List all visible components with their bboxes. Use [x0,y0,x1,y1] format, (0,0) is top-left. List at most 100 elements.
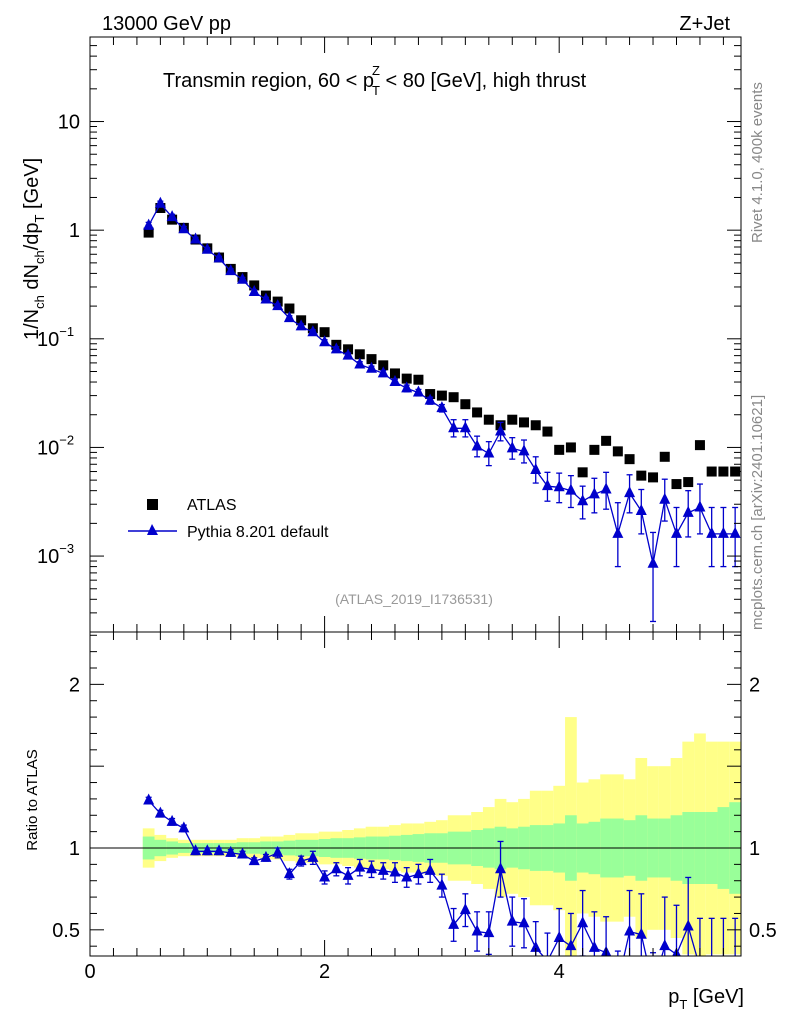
legend-label-pythia: Pythia 8.201 default [187,524,329,541]
ratio-x-axis-ticks [89,632,724,956]
ratio-data-point [401,870,413,882]
pythia-data-point [600,482,612,494]
atlas-data-point [155,202,166,213]
atlas-data-point [366,354,377,365]
pythia-data-point [541,479,553,491]
atlas-data-point [530,420,541,431]
ratio-data-point [307,850,319,862]
title-superscript: Z [372,63,380,78]
ratio-data-point [260,850,272,862]
pythia-data-point [213,251,225,263]
atlas-data-point [436,390,447,401]
pythia-data-point [436,401,448,413]
atlas-data-point [472,407,483,418]
main-y-tick-label: 10−2 [37,432,74,459]
pythia-data-point [389,375,401,387]
ratio-data-point [530,940,542,952]
pythia-data-point [682,505,694,517]
main-y-tick-label: 10−1 [37,324,74,351]
atlas-data-point [542,426,553,437]
ratio-y-tick-label-right: 2 [749,674,760,696]
title-subscript: T [372,83,380,98]
pythia-data-point [295,319,307,331]
main-y-tick-label: 10−3 [37,541,74,568]
pythia-data-point [448,421,460,433]
legend: ATLAS Pythia 8.201 default [128,497,329,541]
ratio-series-group [143,793,739,971]
atlas-data-point [354,349,365,360]
main-y-axis-ticks [90,36,741,633]
ratio-data-point [436,878,448,890]
pythia-data-point [495,424,507,436]
ratio-data-point [143,793,155,805]
analysis-watermark: (ATLAS_2019_I1736531) [335,591,493,607]
ratio-y-tick-label-right: 1 [749,838,760,860]
ratio-data-point [272,845,284,857]
pythia-data-point [553,480,565,492]
tick-base: 10 [37,329,59,351]
atlas-data-point [706,466,717,477]
pythia-data-point [283,311,295,323]
ratio-y-tick-label: 1 [69,838,80,860]
tick-base: 10 [37,437,59,459]
legend-marker-atlas [147,499,158,510]
ratio-data-point [377,863,389,875]
pythia-data-point [694,500,706,512]
pythia-data-point [190,232,202,244]
ratio-data-point [225,845,237,857]
atlas-data-point [401,373,412,384]
ratio-data-point [706,960,717,971]
atlas-data-point [554,444,565,455]
ratio-data-point [366,862,378,874]
pythia-series-line [148,202,736,564]
ratio-data-point [342,868,354,880]
pythia-data-point [659,492,671,504]
ratio-data-point [635,927,647,939]
ratio-y-tick-label: 2 [69,674,80,696]
rivet-version-label: Rivet 4.1.0, 400k events [749,82,766,243]
header-process-label: Z+Jet [679,13,730,35]
pythia-data-point [307,325,319,337]
ratio-panel-frame [89,631,742,957]
pythia-data-point [459,421,471,433]
ratio-data-point [154,806,166,818]
atlas-data-point [483,414,494,425]
atlas-data-point [648,472,659,483]
tick-exponent: −3 [59,541,74,556]
ratio-data-point [471,924,483,936]
ratio-data-point [389,865,401,877]
ratio-data-point [459,903,471,915]
ratio-data-point [694,960,705,971]
ratio-data-point [178,821,190,833]
ratio-data-point [659,939,671,951]
pythia-data-point [225,264,237,276]
atlas-data-point [683,477,694,488]
pythia-data-point [354,357,366,369]
pythia-data-point [612,526,624,538]
pythia-data-point [729,526,741,538]
ratio-y-tick-label: 0.5 [52,920,80,942]
pythia-data-point [143,218,155,230]
x-tick-label: 4 [554,961,565,983]
tick-exponent: −1 [59,324,74,339]
pythia-data-point [166,210,178,222]
pythia-data-point [577,494,589,506]
atlas-data-point [519,417,529,428]
pythia-data-point [506,441,518,453]
legend-marker-pythia [147,524,158,535]
legend-label-atlas: ATLAS [187,497,237,514]
atlas-data-point [460,399,471,410]
ratio-data-point [506,914,518,926]
title-part-1: Transmin region, 60 < p [163,70,374,92]
pythia-data-point [330,342,342,354]
atlas-data-point [659,451,670,462]
ratio-data-point [283,867,295,879]
plot-title: Transmin region, 60 < pZ T < 80 [GeV], hi… [163,63,587,98]
pythia-data-point [471,439,483,451]
ratio-data-point [319,870,331,882]
atlas-data-point [718,466,729,477]
atlas-data-point [378,360,389,371]
pythia-data-point [248,284,260,296]
